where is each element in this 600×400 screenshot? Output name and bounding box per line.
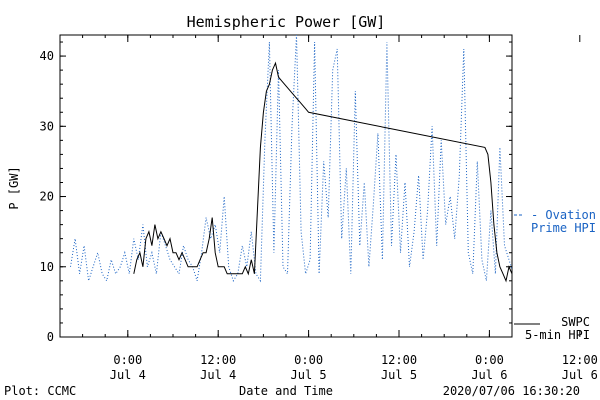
plot-frame bbox=[59, 34, 513, 338]
legend-swpc-line2: 5-min HPI bbox=[525, 328, 590, 342]
x-tick-time-label: 0:00 bbox=[294, 353, 323, 367]
x-axis-label: Date and Time bbox=[239, 384, 333, 398]
legend-ovation-line1: - Ovation bbox=[531, 208, 596, 222]
y-tick-label: 30 bbox=[40, 119, 54, 133]
x-tick-time-label: 12:00 bbox=[562, 353, 598, 367]
legend-swpc-line1: SWPC bbox=[561, 315, 590, 329]
y-tick-label: 40 bbox=[40, 49, 54, 63]
y-tick-label: 10 bbox=[40, 260, 54, 274]
x-tick-date-label: Jul 5 bbox=[381, 368, 417, 382]
x-tick-date-label: Jul 6 bbox=[562, 368, 598, 382]
chart-title: Hemispheric Power [GW] bbox=[187, 13, 386, 31]
series-layer bbox=[70, 35, 512, 283]
x-tick-time-label: 0:00 bbox=[475, 353, 504, 367]
x-tick-time-label: 12:00 bbox=[200, 353, 236, 367]
timestamp: 2020/07/06 16:30:20 bbox=[443, 384, 580, 398]
x-tick-time-label: 12:00 bbox=[381, 353, 417, 367]
y-axis-label: P [GW] bbox=[7, 166, 21, 209]
y-tick-label: 0 bbox=[47, 330, 54, 344]
x-tick-time-label: 0:00 bbox=[113, 353, 142, 367]
x-tick-date-label: Jul 5 bbox=[291, 368, 327, 382]
y-tick-label: 20 bbox=[40, 190, 54, 204]
plot-credit: Plot: CCMC bbox=[4, 384, 76, 398]
y-axis-ticks: 0 10 20 30 40 bbox=[40, 41, 512, 344]
swpc-series-line bbox=[133, 61, 512, 283]
x-tick-date-label: Jul 6 bbox=[471, 368, 507, 382]
x-tick-date-label: Jul 4 bbox=[200, 368, 236, 382]
ovation-series-line bbox=[70, 35, 512, 283]
x-tick-date-label: Jul 4 bbox=[110, 368, 146, 382]
legend-ovation-line2: Prime HPI bbox=[531, 221, 596, 235]
